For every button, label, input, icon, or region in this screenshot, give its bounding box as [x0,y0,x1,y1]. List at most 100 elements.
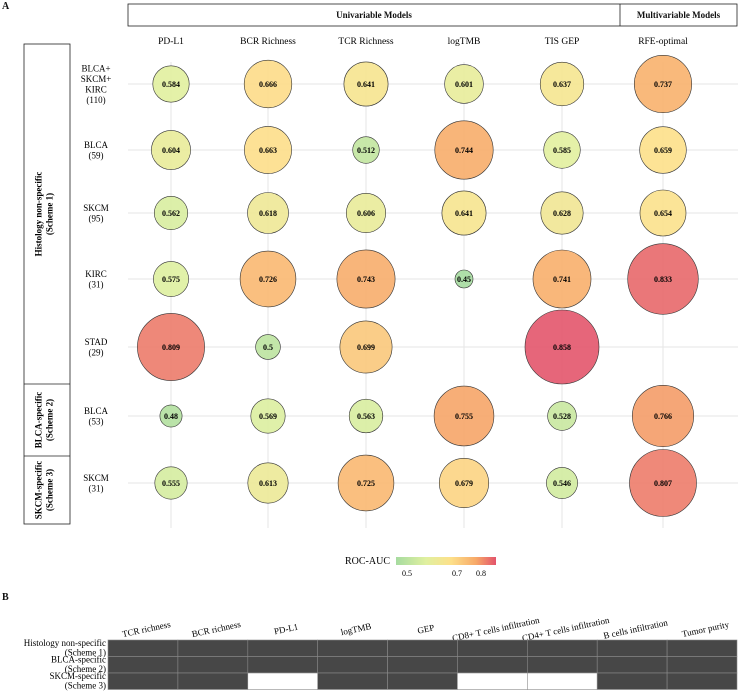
auc-bubble [352,136,380,164]
heatmap-cell [457,672,528,690]
row-label-line: (95) [89,213,104,223]
auc-value-label: 0.569 [259,412,277,421]
heatmap-cell [666,639,738,657]
heatmap-column-label: TCR richness [121,619,172,639]
row-label-line: BLCA+ [81,63,110,73]
heatmap-cell [317,639,388,657]
auc-bubble [629,449,697,517]
auc-bubble [539,61,585,107]
auc-value-label: 0.606 [357,209,375,218]
auc-bubble [627,243,699,315]
auc-bubble [543,131,581,169]
heatmap-cell [247,639,319,657]
auc-bubble [348,398,384,434]
auc-value-label: 0.5 [263,343,273,352]
heatmap-row-label: BLCA-specific (Scheme 2) [51,655,106,675]
auc-value-label: 0.641 [455,209,473,218]
auc-value-label: 0.601 [455,80,473,89]
row-label: SKCM (31) [83,473,109,494]
row-label-line: (31) [89,279,104,289]
auc-value-label: 0.654 [654,209,672,218]
auc-value-label: 0.641 [357,80,375,89]
heatmap-column-label: BCR richness [191,619,242,639]
auc-bubble [154,196,189,231]
auc-value-label: 0.628 [553,209,571,218]
auc-bubble [345,193,386,234]
heatmap-row-label-line: (Scheme 2) [65,664,106,674]
auc-bubble [137,313,205,381]
heatmap-cell [387,672,458,690]
auc-value-label: 0.585 [553,146,571,155]
row-label: KIRC (31) [85,269,107,290]
auc-value-label: 0.679 [455,479,473,488]
column-label: logTMB [448,37,481,47]
row-label: STAD (29) [85,337,108,358]
heatmap-cell [666,672,738,690]
auc-value-label: 0.666 [259,80,277,89]
heatmap-cell [177,656,249,674]
heatmap-cell [596,639,668,657]
auc-value-label: 0.699 [357,343,375,352]
heatmap-row-label-line: (Scheme 3) [65,681,106,691]
heatmap-cell [596,672,668,690]
column-group-frame [127,3,738,27]
auc-value-label: 0.575 [162,275,180,284]
auc-bubble [152,65,190,103]
row-label: SKCM (95) [83,203,109,224]
heatmap-row-label: SKCM-specific (Scheme 3) [50,671,107,691]
column-label: PD-L1 [158,37,184,47]
panel-a-letter: A [2,1,10,12]
legend-tick-label: 0.5 [402,569,412,578]
heatmap-cell [317,656,388,674]
row-label-line: SKCM [83,473,109,483]
row-group-label: SKCM-specific(Scheme 3) [34,461,55,520]
auc-value-label: 0.766 [654,412,672,421]
legend-tick-label: 0.7 [452,569,462,578]
heatmap-cell [387,639,458,657]
auc-value-label: 0.555 [162,479,180,488]
row-group-label-line: BLCA-specific [34,392,44,449]
heatmap-column-label: PD-L1 [273,622,299,637]
auc-bubble [434,120,494,180]
heatmap-cell [177,639,249,657]
heatmap-cell [457,639,528,657]
heatmap-cell [247,656,319,674]
auc-bubble [524,309,600,385]
auc-bubble [454,269,474,289]
auc-bubble [444,64,484,104]
auc-value-label: 0.755 [455,412,473,421]
auc-value-label: 0.744 [455,146,473,155]
heatmap-row-label-line: BLCA-specific [51,655,106,665]
auc-bubble [247,462,289,504]
heatmap-cell [457,656,528,674]
auc-bubble [239,250,297,308]
row-label: BLCA+ SKCM+ KIRC (110) [81,63,112,105]
auc-value-label: 0.45 [457,275,471,284]
auc-value-label: 0.858 [553,343,571,352]
auc-bubble [633,54,692,114]
auc-value-label: 0.659 [654,146,672,155]
auc-value-label: 0.741 [553,275,571,284]
auc-value-label: 0.663 [259,146,277,155]
row-label-line: BLCA [84,406,109,416]
column-label: TIS GEP [545,37,580,47]
auc-bubble [639,126,687,174]
heatmap-cell [526,639,598,657]
auc-bubble [247,192,289,234]
heatmap-column-label: GEP [417,622,436,635]
auc-bubble [153,261,189,297]
auc-value-label: 0.48 [164,412,178,421]
row-group-label-line: (Scheme 3) [45,469,55,511]
auc-bubble [441,190,487,236]
row-group-label-line: Histology non-specific [34,172,44,257]
row-label-line: SKCM+ [81,74,112,84]
auc-value-label: 0.613 [259,479,277,488]
heatmap-cell [177,672,249,690]
panel-b-letter: B [2,592,9,603]
auc-bubble [337,454,395,512]
row-group-label: Histology non-specific(Scheme 1) [34,172,55,257]
legend-colorbar [396,557,496,565]
auc-bubble [433,385,495,447]
heatmap-cell [526,672,598,690]
